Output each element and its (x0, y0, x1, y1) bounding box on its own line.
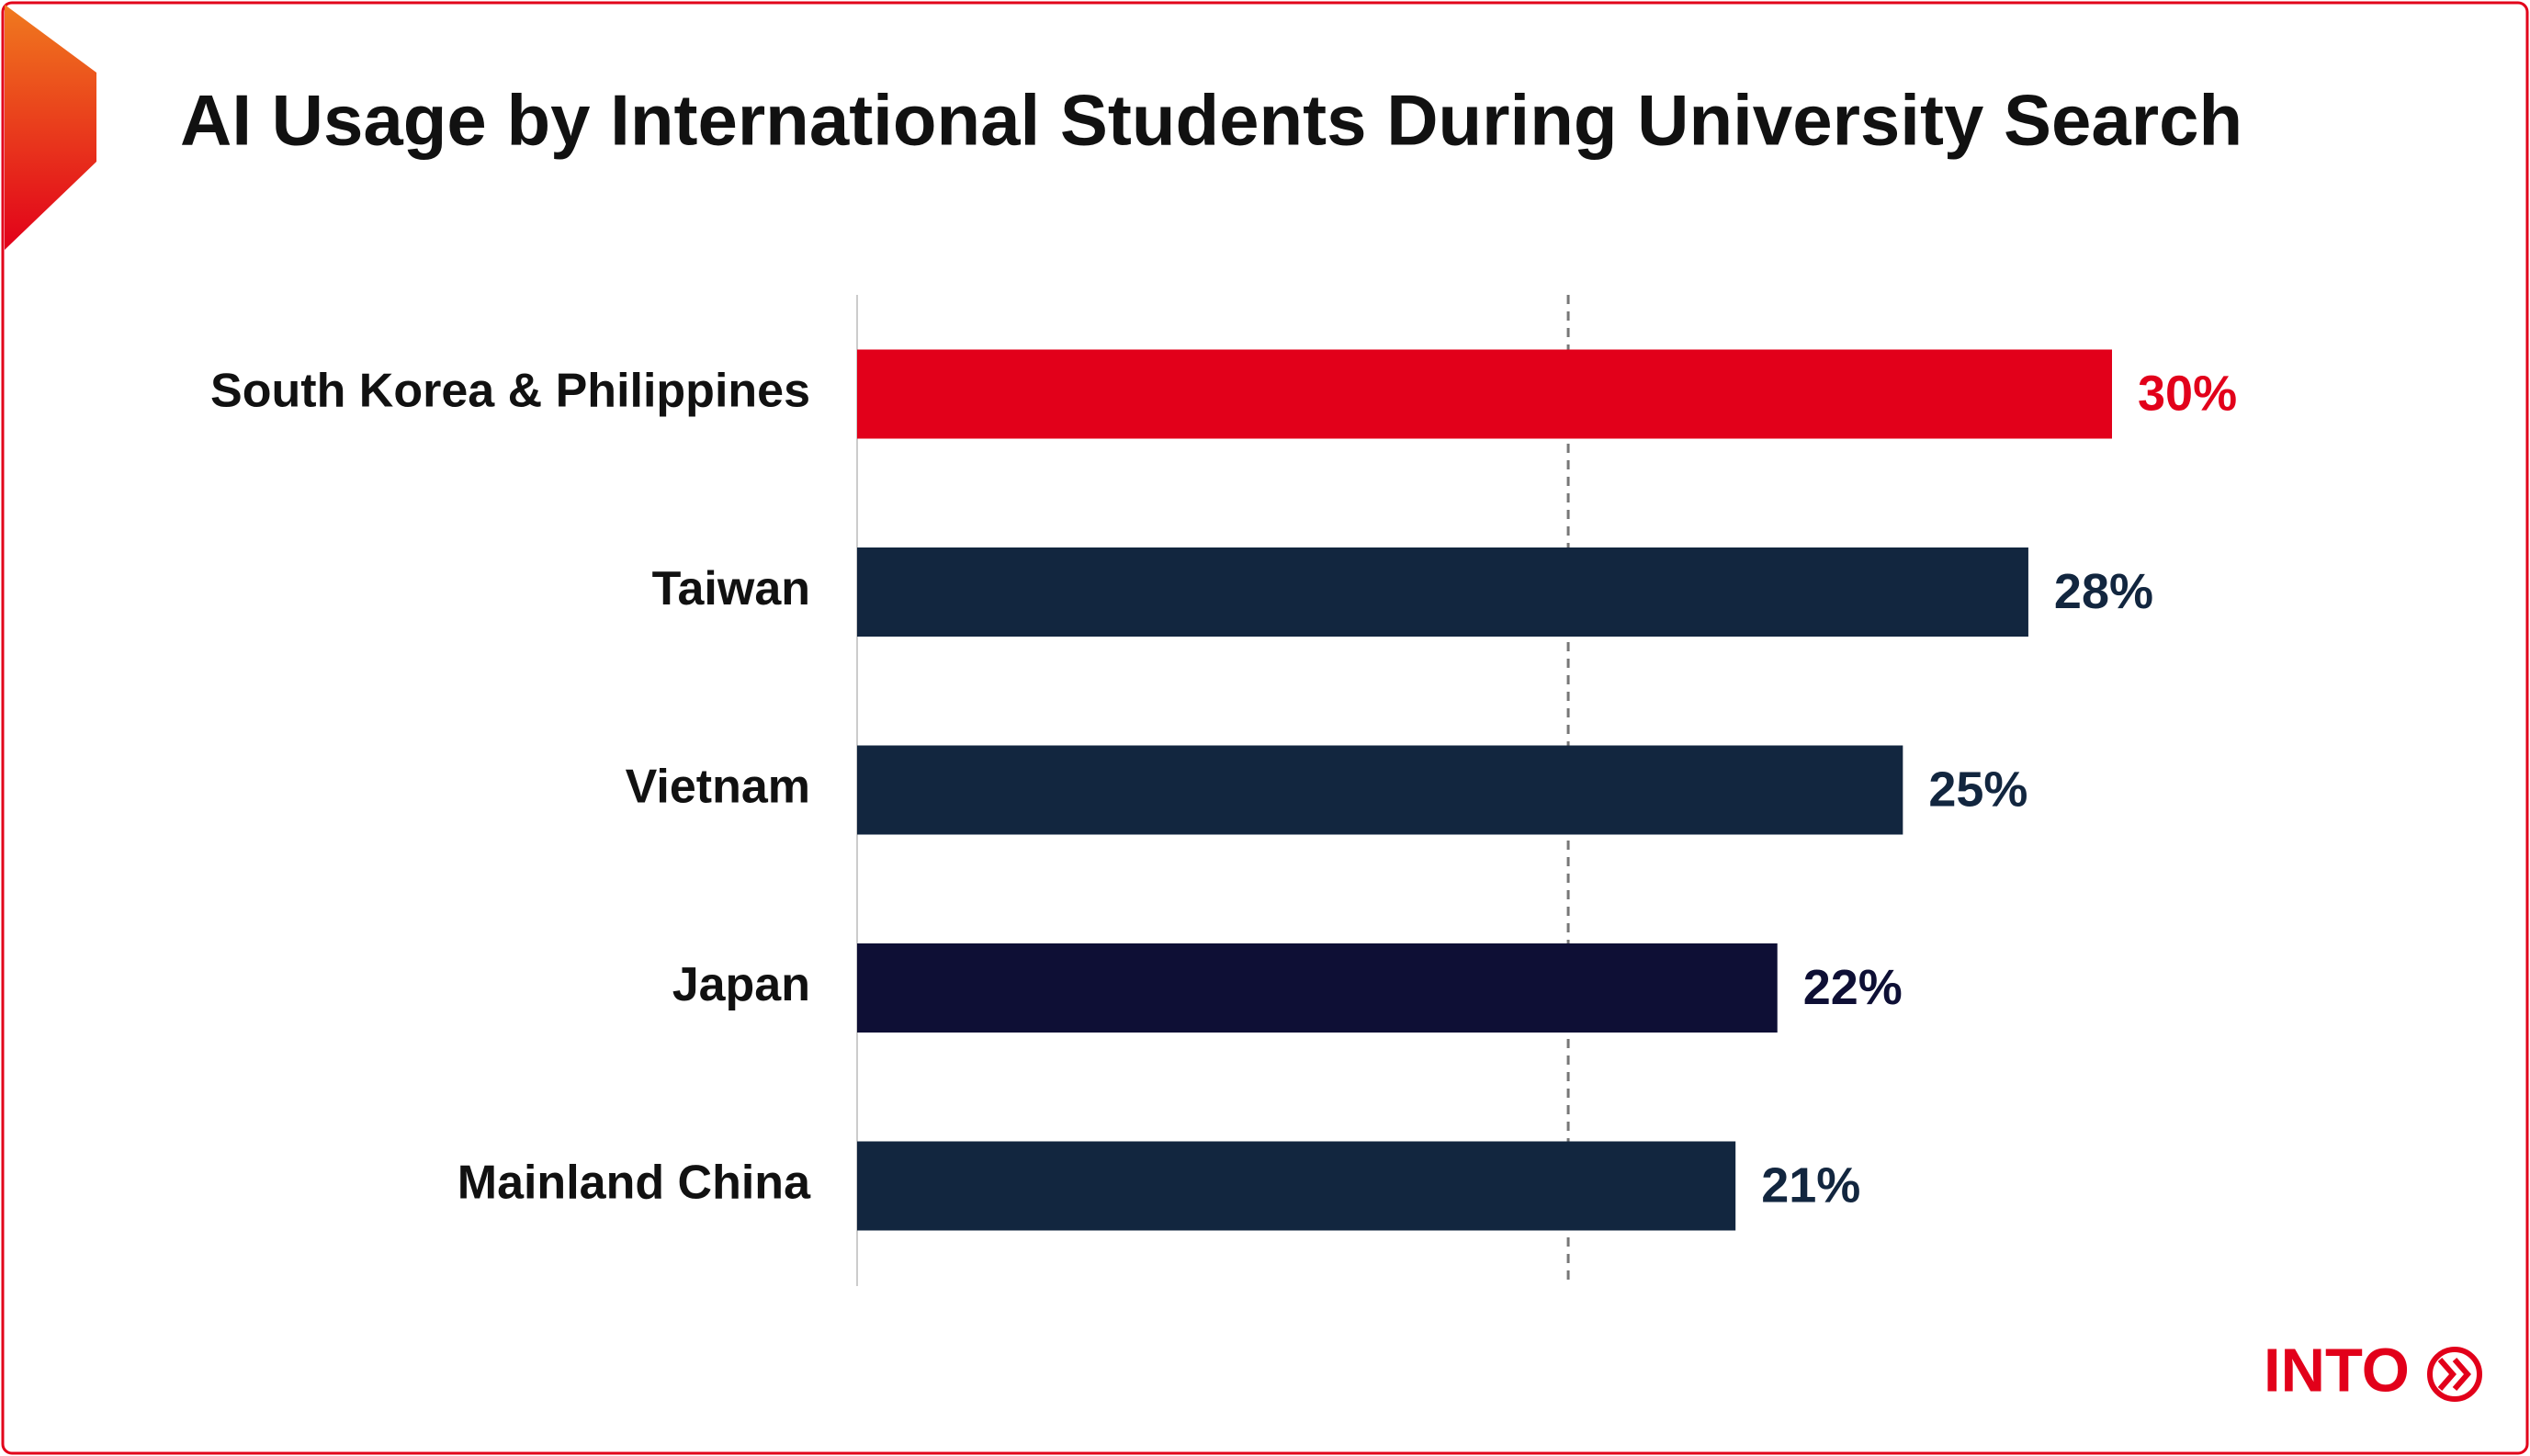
logo-icon (2427, 1347, 2482, 1402)
category-label: Japan (672, 958, 810, 1011)
value-label: 28% (2054, 564, 2153, 619)
bar (857, 745, 1903, 835)
plot-area: South Korea & Philippines 30% Taiwan 28% Vie… (210, 295, 2237, 1286)
category-label: Mainland China (457, 1157, 811, 1210)
logo-text: INTO (2264, 1337, 2410, 1405)
bar (857, 547, 2028, 637)
chart-title: AI Usage by International Students Durin… (180, 80, 2242, 161)
bar (857, 943, 1778, 1033)
category-label: Vietnam (626, 761, 810, 814)
value-label: 30% (2138, 366, 2237, 421)
category-label: South Korea & Philippines (210, 365, 810, 418)
brand-chevron (5, 5, 96, 250)
value-label: 21% (1761, 1157, 1860, 1213)
bar (857, 349, 2112, 439)
value-label: 25% (1928, 762, 2027, 817)
bar (857, 1141, 1736, 1231)
value-label: 22% (1803, 960, 1903, 1015)
category-label: Taiwan (652, 562, 810, 615)
